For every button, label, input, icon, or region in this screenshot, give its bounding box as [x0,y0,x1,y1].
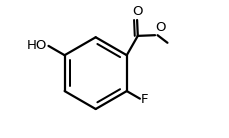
Text: F: F [140,93,148,106]
Text: O: O [131,5,142,18]
Text: O: O [155,21,166,34]
Text: HO: HO [27,39,47,52]
